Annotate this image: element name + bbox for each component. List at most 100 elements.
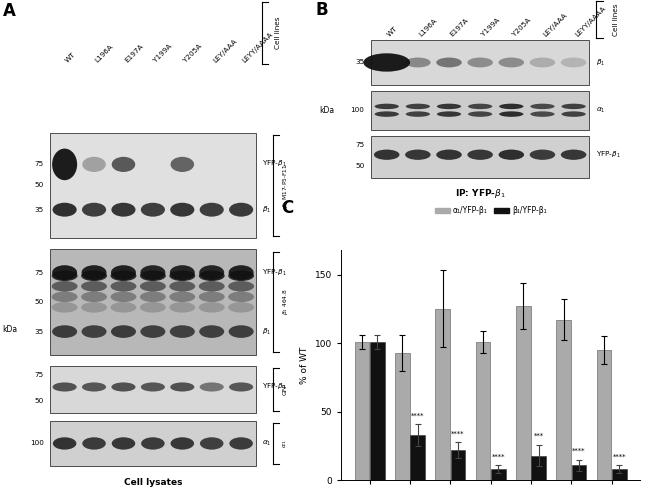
Text: ****: **** (572, 448, 586, 454)
Text: $\beta_1$ 464.8: $\beta_1$ 464.8 (281, 289, 290, 316)
Text: 75: 75 (34, 161, 44, 168)
Text: 50: 50 (34, 398, 44, 404)
Ellipse shape (436, 149, 462, 160)
Ellipse shape (437, 111, 461, 117)
Ellipse shape (468, 111, 492, 117)
Text: YFP-$\beta_1$: YFP-$\beta_1$ (262, 382, 287, 392)
Ellipse shape (81, 292, 107, 302)
Ellipse shape (140, 302, 166, 313)
Ellipse shape (170, 292, 195, 302)
Text: WT: WT (64, 51, 77, 64)
Text: 35: 35 (34, 329, 44, 335)
Ellipse shape (82, 203, 106, 217)
Ellipse shape (52, 325, 77, 338)
Ellipse shape (562, 104, 586, 109)
Bar (476, 342, 490, 480)
Ellipse shape (530, 104, 554, 109)
Ellipse shape (228, 270, 254, 281)
Text: 50: 50 (355, 163, 365, 169)
Text: 100: 100 (350, 107, 365, 113)
Ellipse shape (199, 292, 225, 302)
Legend: α₁/YFP-β₁, β₁/YFP-β₁: α₁/YFP-β₁, β₁/YFP-β₁ (432, 203, 550, 218)
Ellipse shape (83, 437, 106, 450)
Ellipse shape (140, 270, 166, 281)
Bar (572, 465, 586, 480)
FancyBboxPatch shape (50, 249, 256, 355)
Text: ****: **** (613, 454, 626, 460)
Text: E197A: E197A (124, 43, 144, 64)
Ellipse shape (141, 437, 164, 450)
Ellipse shape (52, 265, 77, 280)
Text: B: B (315, 1, 328, 19)
Ellipse shape (530, 149, 555, 160)
Ellipse shape (112, 437, 135, 450)
Ellipse shape (561, 57, 586, 68)
Ellipse shape (229, 325, 254, 338)
Text: GFP: GFP (283, 383, 288, 395)
Ellipse shape (111, 265, 136, 280)
Bar (597, 350, 612, 480)
Ellipse shape (141, 382, 165, 392)
Ellipse shape (561, 149, 586, 160)
Ellipse shape (436, 57, 462, 68)
Ellipse shape (530, 57, 555, 68)
Text: ***: *** (534, 433, 544, 439)
Text: L196A: L196A (94, 43, 114, 64)
Ellipse shape (170, 382, 194, 392)
Text: Cell lines: Cell lines (275, 17, 281, 49)
Text: ****: **** (491, 454, 505, 460)
Ellipse shape (199, 265, 224, 280)
Ellipse shape (111, 325, 136, 338)
Text: Y199A: Y199A (480, 17, 501, 38)
Bar (355, 342, 369, 480)
Text: YFP-$\beta_1$: YFP-$\beta_1$ (262, 159, 287, 170)
Bar (451, 450, 465, 480)
Text: 35: 35 (34, 207, 44, 213)
Ellipse shape (170, 157, 194, 172)
FancyBboxPatch shape (371, 41, 589, 85)
Ellipse shape (111, 382, 135, 392)
Ellipse shape (530, 111, 554, 117)
Text: 50: 50 (34, 182, 44, 189)
Ellipse shape (170, 203, 194, 217)
Ellipse shape (499, 104, 523, 109)
Ellipse shape (229, 437, 253, 450)
Text: A: A (3, 2, 16, 21)
Ellipse shape (374, 149, 400, 160)
Ellipse shape (111, 302, 136, 313)
Ellipse shape (170, 325, 195, 338)
Text: C: C (281, 199, 294, 217)
Text: LEYY/AAAA: LEYY/AAAA (573, 5, 606, 38)
Ellipse shape (140, 292, 166, 302)
Text: 35: 35 (355, 59, 365, 66)
Ellipse shape (52, 270, 77, 281)
Ellipse shape (83, 157, 106, 172)
Text: $\alpha_1$: $\alpha_1$ (281, 439, 289, 448)
Text: $\beta_1$ M17-P5-F11: $\beta_1$ M17-P5-F11 (281, 163, 290, 208)
Bar (411, 435, 425, 480)
Text: 75: 75 (355, 142, 365, 148)
Ellipse shape (111, 281, 136, 292)
FancyBboxPatch shape (50, 133, 256, 238)
Ellipse shape (199, 302, 225, 313)
Ellipse shape (363, 53, 410, 72)
Ellipse shape (81, 325, 107, 338)
Ellipse shape (140, 325, 165, 338)
Ellipse shape (499, 149, 524, 160)
Text: E197A: E197A (449, 17, 470, 38)
Ellipse shape (199, 270, 225, 281)
Ellipse shape (200, 437, 224, 450)
Ellipse shape (199, 281, 225, 292)
Bar (436, 309, 450, 480)
Ellipse shape (82, 382, 106, 392)
Ellipse shape (112, 157, 135, 172)
Text: kDa: kDa (2, 325, 17, 334)
Bar (370, 342, 385, 480)
Text: $\alpha_1$: $\alpha_1$ (596, 106, 605, 115)
Text: ****: **** (451, 430, 465, 436)
Text: L196A: L196A (418, 18, 438, 38)
Ellipse shape (228, 302, 254, 313)
Ellipse shape (111, 292, 136, 302)
Ellipse shape (81, 302, 107, 313)
Ellipse shape (170, 265, 195, 280)
